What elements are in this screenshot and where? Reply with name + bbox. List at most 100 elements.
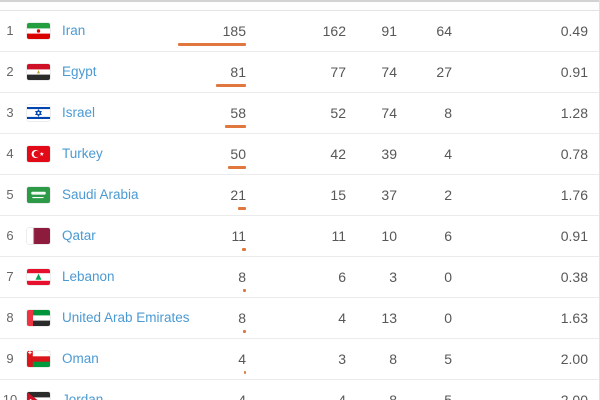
- value-bar: [244, 371, 246, 374]
- rank-cell: 9: [6, 351, 14, 366]
- top-divider: [0, 0, 599, 2]
- value2-cell: 11: [331, 228, 346, 244]
- country-link[interactable]: Lebanon: [62, 269, 115, 284]
- country-link[interactable]: Saudi Arabia: [62, 187, 139, 202]
- country-link[interactable]: Jordan: [62, 392, 104, 400]
- value-bar: [228, 166, 246, 169]
- value2-cell: 77: [330, 64, 346, 80]
- value1-cell: 4: [166, 380, 246, 400]
- rank-cell: 7: [6, 269, 14, 284]
- value1-number: 4: [238, 351, 246, 367]
- value1-cell: 58: [166, 93, 246, 133]
- ratio-cell: 1.76: [560, 187, 588, 203]
- country-flag-icon: [27, 64, 50, 80]
- value1-cell: 50: [166, 134, 246, 174]
- value3-cell: 37: [381, 187, 397, 203]
- country-flag-icon: [27, 351, 50, 367]
- value1-number: 11: [231, 228, 246, 244]
- country-flag-icon: [27, 228, 50, 244]
- country-flag-icon: [27, 105, 50, 121]
- rank-cell: 4: [6, 146, 14, 161]
- value-bar: [216, 84, 246, 87]
- rank-cell: 10: [2, 392, 18, 400]
- value4-cell: 4: [444, 146, 452, 162]
- country-flag-icon: [27, 392, 50, 400]
- value2-cell: 162: [322, 23, 346, 39]
- value1-number: 8: [238, 269, 246, 285]
- country-flag-icon: [27, 23, 50, 39]
- value1-number: 21: [230, 187, 246, 203]
- value2-cell: 6: [338, 269, 346, 285]
- country-link[interactable]: Iran: [62, 23, 86, 38]
- value2-cell: 42: [330, 146, 346, 162]
- value3-cell: 10: [381, 228, 397, 244]
- rank-cell: 8: [6, 310, 14, 325]
- country-flag-icon: [27, 146, 50, 162]
- ratio-cell: 2.00: [560, 392, 588, 400]
- value4-cell: 8: [444, 105, 452, 121]
- value3-cell: 8: [389, 351, 397, 367]
- value1-number: 58: [230, 105, 246, 121]
- rank-cell: 2: [6, 64, 14, 79]
- value3-cell: 74: [381, 105, 397, 121]
- table-row[interactable]: 10 Jordan 4 4 8 5 2.00: [0, 380, 599, 400]
- value1-cell: 8: [166, 298, 246, 338]
- table-row[interactable]: 9 Oman 4 3 8 5 2.00: [0, 339, 599, 380]
- country-link[interactable]: United Arab Emirates: [62, 310, 190, 325]
- value1-number: 81: [230, 64, 246, 80]
- table-row[interactable]: 4 Turkey 50 42 39 4 0.78: [0, 134, 599, 175]
- value4-cell: 6: [444, 228, 452, 244]
- ratio-cell: 1.28: [560, 105, 588, 121]
- value1-cell: 21: [166, 175, 246, 215]
- value1-cell: 185: [166, 11, 246, 51]
- ratio-cell: 0.91: [560, 64, 588, 80]
- country-link[interactable]: Qatar: [62, 228, 96, 243]
- value1-cell: 11: [166, 216, 246, 256]
- value1-cell: 4: [166, 339, 246, 379]
- value-bar: [242, 248, 246, 251]
- value4-cell: 5: [444, 351, 452, 367]
- value4-cell: 0: [444, 269, 452, 285]
- rank-cell: 3: [6, 105, 14, 120]
- ratio-cell: 2.00: [560, 351, 588, 367]
- value-bar: [178, 43, 246, 46]
- country-link[interactable]: Israel: [62, 105, 96, 120]
- value1-cell: 8: [166, 257, 246, 297]
- value1-number: 185: [222, 23, 246, 39]
- value3-cell: 3: [389, 269, 397, 285]
- value3-cell: 13: [381, 310, 397, 326]
- value3-cell: 39: [381, 146, 397, 162]
- table-row[interactable]: 8 United Arab Emirates 8 4 13 0 1.63: [0, 298, 599, 339]
- table-row[interactable]: 7 Lebanon 8 6 3 0 0.38: [0, 257, 599, 298]
- table-row[interactable]: 1 Iran 185 162 91 64 0.49: [0, 11, 599, 52]
- table-row[interactable]: 3 Israel 58 52 74 8 1.28: [0, 93, 599, 134]
- value-bar: [243, 330, 246, 333]
- value1-number: 4: [238, 392, 246, 400]
- country-flag-icon: [27, 310, 50, 326]
- ratio-cell: 0.78: [560, 146, 588, 162]
- value-bar: [225, 125, 246, 128]
- ratio-cell: 0.49: [560, 23, 588, 39]
- country-flag-icon: [27, 269, 50, 285]
- value1-number: 8: [238, 310, 246, 326]
- table-row[interactable]: 5 Saudi Arabia 21 15 37 2 1.76: [0, 175, 599, 216]
- value3-cell: 74: [381, 64, 397, 80]
- table-header-remnant: [0, 2, 599, 11]
- value3-cell: 8: [389, 392, 397, 400]
- value4-cell: 0: [444, 310, 452, 326]
- value2-cell: 4: [338, 392, 346, 400]
- value4-cell: 27: [436, 64, 452, 80]
- table-row[interactable]: 2 Egypt 81 77 74 27 0.91: [0, 52, 599, 93]
- table-row[interactable]: 6 Qatar 11 11 10 6 0.91: [0, 216, 599, 257]
- ranking-table: 1 Iran 185 162 91 64 0.49 2 Egypt 81 77 …: [0, 11, 599, 400]
- country-link[interactable]: Oman: [62, 351, 99, 366]
- value2-cell: 15: [330, 187, 346, 203]
- value4-cell: 2: [444, 187, 452, 203]
- value3-cell: 91: [381, 23, 397, 39]
- ratio-cell: 1.63: [560, 310, 588, 326]
- value1-number: 50: [230, 146, 246, 162]
- country-link[interactable]: Turkey: [62, 146, 103, 161]
- country-link[interactable]: Egypt: [62, 64, 97, 79]
- value2-cell: 3: [338, 351, 346, 367]
